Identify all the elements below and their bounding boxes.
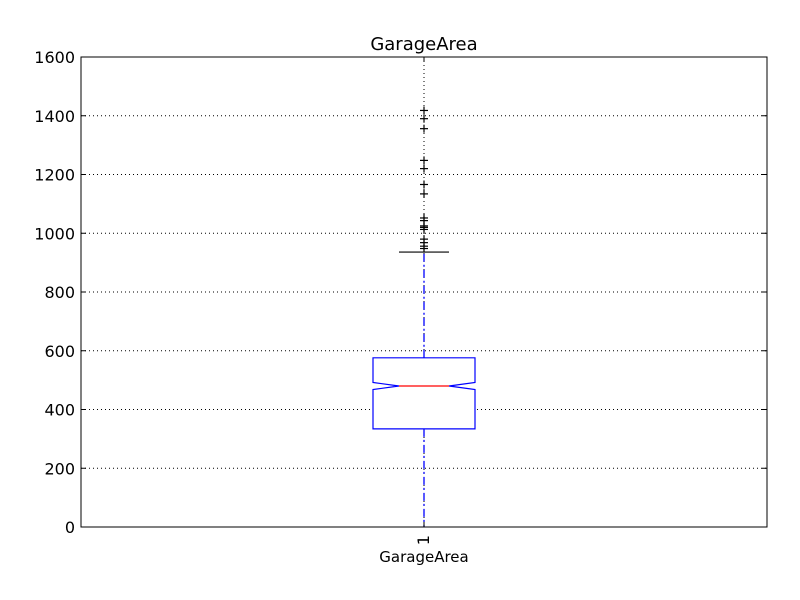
y-tick-label-400: 400 bbox=[44, 401, 75, 420]
y-tick-label-1400: 1400 bbox=[34, 107, 75, 126]
y-tick-label-600: 600 bbox=[44, 342, 75, 361]
outlier-marker bbox=[420, 156, 428, 165]
outlier-marker bbox=[420, 124, 428, 133]
y-tick-label-1000: 1000 bbox=[34, 224, 75, 243]
x-tick-label-1: 1 bbox=[414, 535, 433, 545]
y-tick-label-800: 800 bbox=[44, 283, 75, 302]
outlier-marker bbox=[420, 235, 428, 244]
outlier-marker bbox=[420, 164, 428, 173]
y-tick-label-200: 200 bbox=[44, 459, 75, 478]
outlier-marker bbox=[420, 189, 428, 198]
axis-layer: 0 200 400 600 800 1000 1200 1400 1600 1 bbox=[34, 48, 767, 545]
notched-box bbox=[372, 357, 476, 430]
outlier-marker bbox=[420, 180, 428, 189]
outlier-marker bbox=[420, 213, 428, 222]
y-tick-label-0: 0 bbox=[65, 518, 75, 537]
chart-title: GarageArea bbox=[370, 34, 477, 55]
outlier-marker bbox=[420, 114, 428, 123]
plot-layer bbox=[372, 106, 476, 528]
outlier-marker bbox=[420, 106, 428, 115]
y-tick-label-1600: 1600 bbox=[34, 48, 75, 67]
x-axis-label: GarageArea bbox=[379, 548, 468, 566]
y-tick-label-1200: 1200 bbox=[34, 166, 75, 185]
